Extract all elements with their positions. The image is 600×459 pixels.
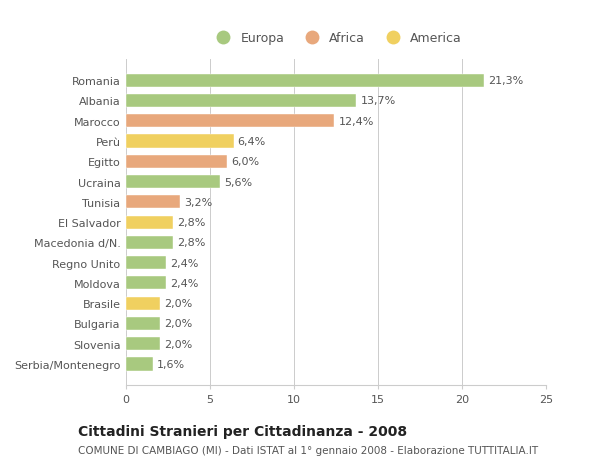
Text: 5,6%: 5,6% (224, 177, 253, 187)
Text: 13,7%: 13,7% (361, 96, 395, 106)
Text: 2,0%: 2,0% (164, 339, 192, 349)
Text: Cittadini Stranieri per Cittadinanza - 2008: Cittadini Stranieri per Cittadinanza - 2… (78, 425, 407, 438)
Text: 6,0%: 6,0% (231, 157, 259, 167)
Bar (126, 135, 233, 148)
Bar (126, 337, 160, 351)
Text: COMUNE DI CAMBIAGO (MI) - Dati ISTAT al 1° gennaio 2008 - Elaborazione TUTTITALI: COMUNE DI CAMBIAGO (MI) - Dati ISTAT al … (78, 445, 538, 455)
Text: 2,4%: 2,4% (170, 278, 199, 288)
Text: 2,8%: 2,8% (177, 238, 206, 248)
Bar (126, 317, 160, 330)
Bar (126, 277, 166, 290)
Text: 2,0%: 2,0% (164, 319, 192, 329)
Bar (126, 358, 153, 371)
Bar (126, 156, 227, 168)
Bar (126, 74, 484, 88)
Bar (126, 196, 180, 209)
Bar (126, 297, 160, 310)
Text: 3,2%: 3,2% (184, 197, 212, 207)
Bar (126, 95, 356, 108)
Bar (126, 257, 166, 269)
Bar (126, 115, 334, 128)
Text: 6,4%: 6,4% (238, 137, 266, 147)
Text: 2,0%: 2,0% (164, 298, 192, 308)
Text: 2,8%: 2,8% (177, 218, 206, 228)
Text: 1,6%: 1,6% (157, 359, 185, 369)
Text: 21,3%: 21,3% (488, 76, 523, 86)
Bar (126, 236, 173, 249)
Legend: Europa, Africa, America: Europa, Africa, America (205, 27, 467, 50)
Text: 2,4%: 2,4% (170, 258, 199, 268)
Bar (126, 176, 220, 189)
Text: 12,4%: 12,4% (338, 117, 374, 127)
Bar (126, 216, 173, 229)
